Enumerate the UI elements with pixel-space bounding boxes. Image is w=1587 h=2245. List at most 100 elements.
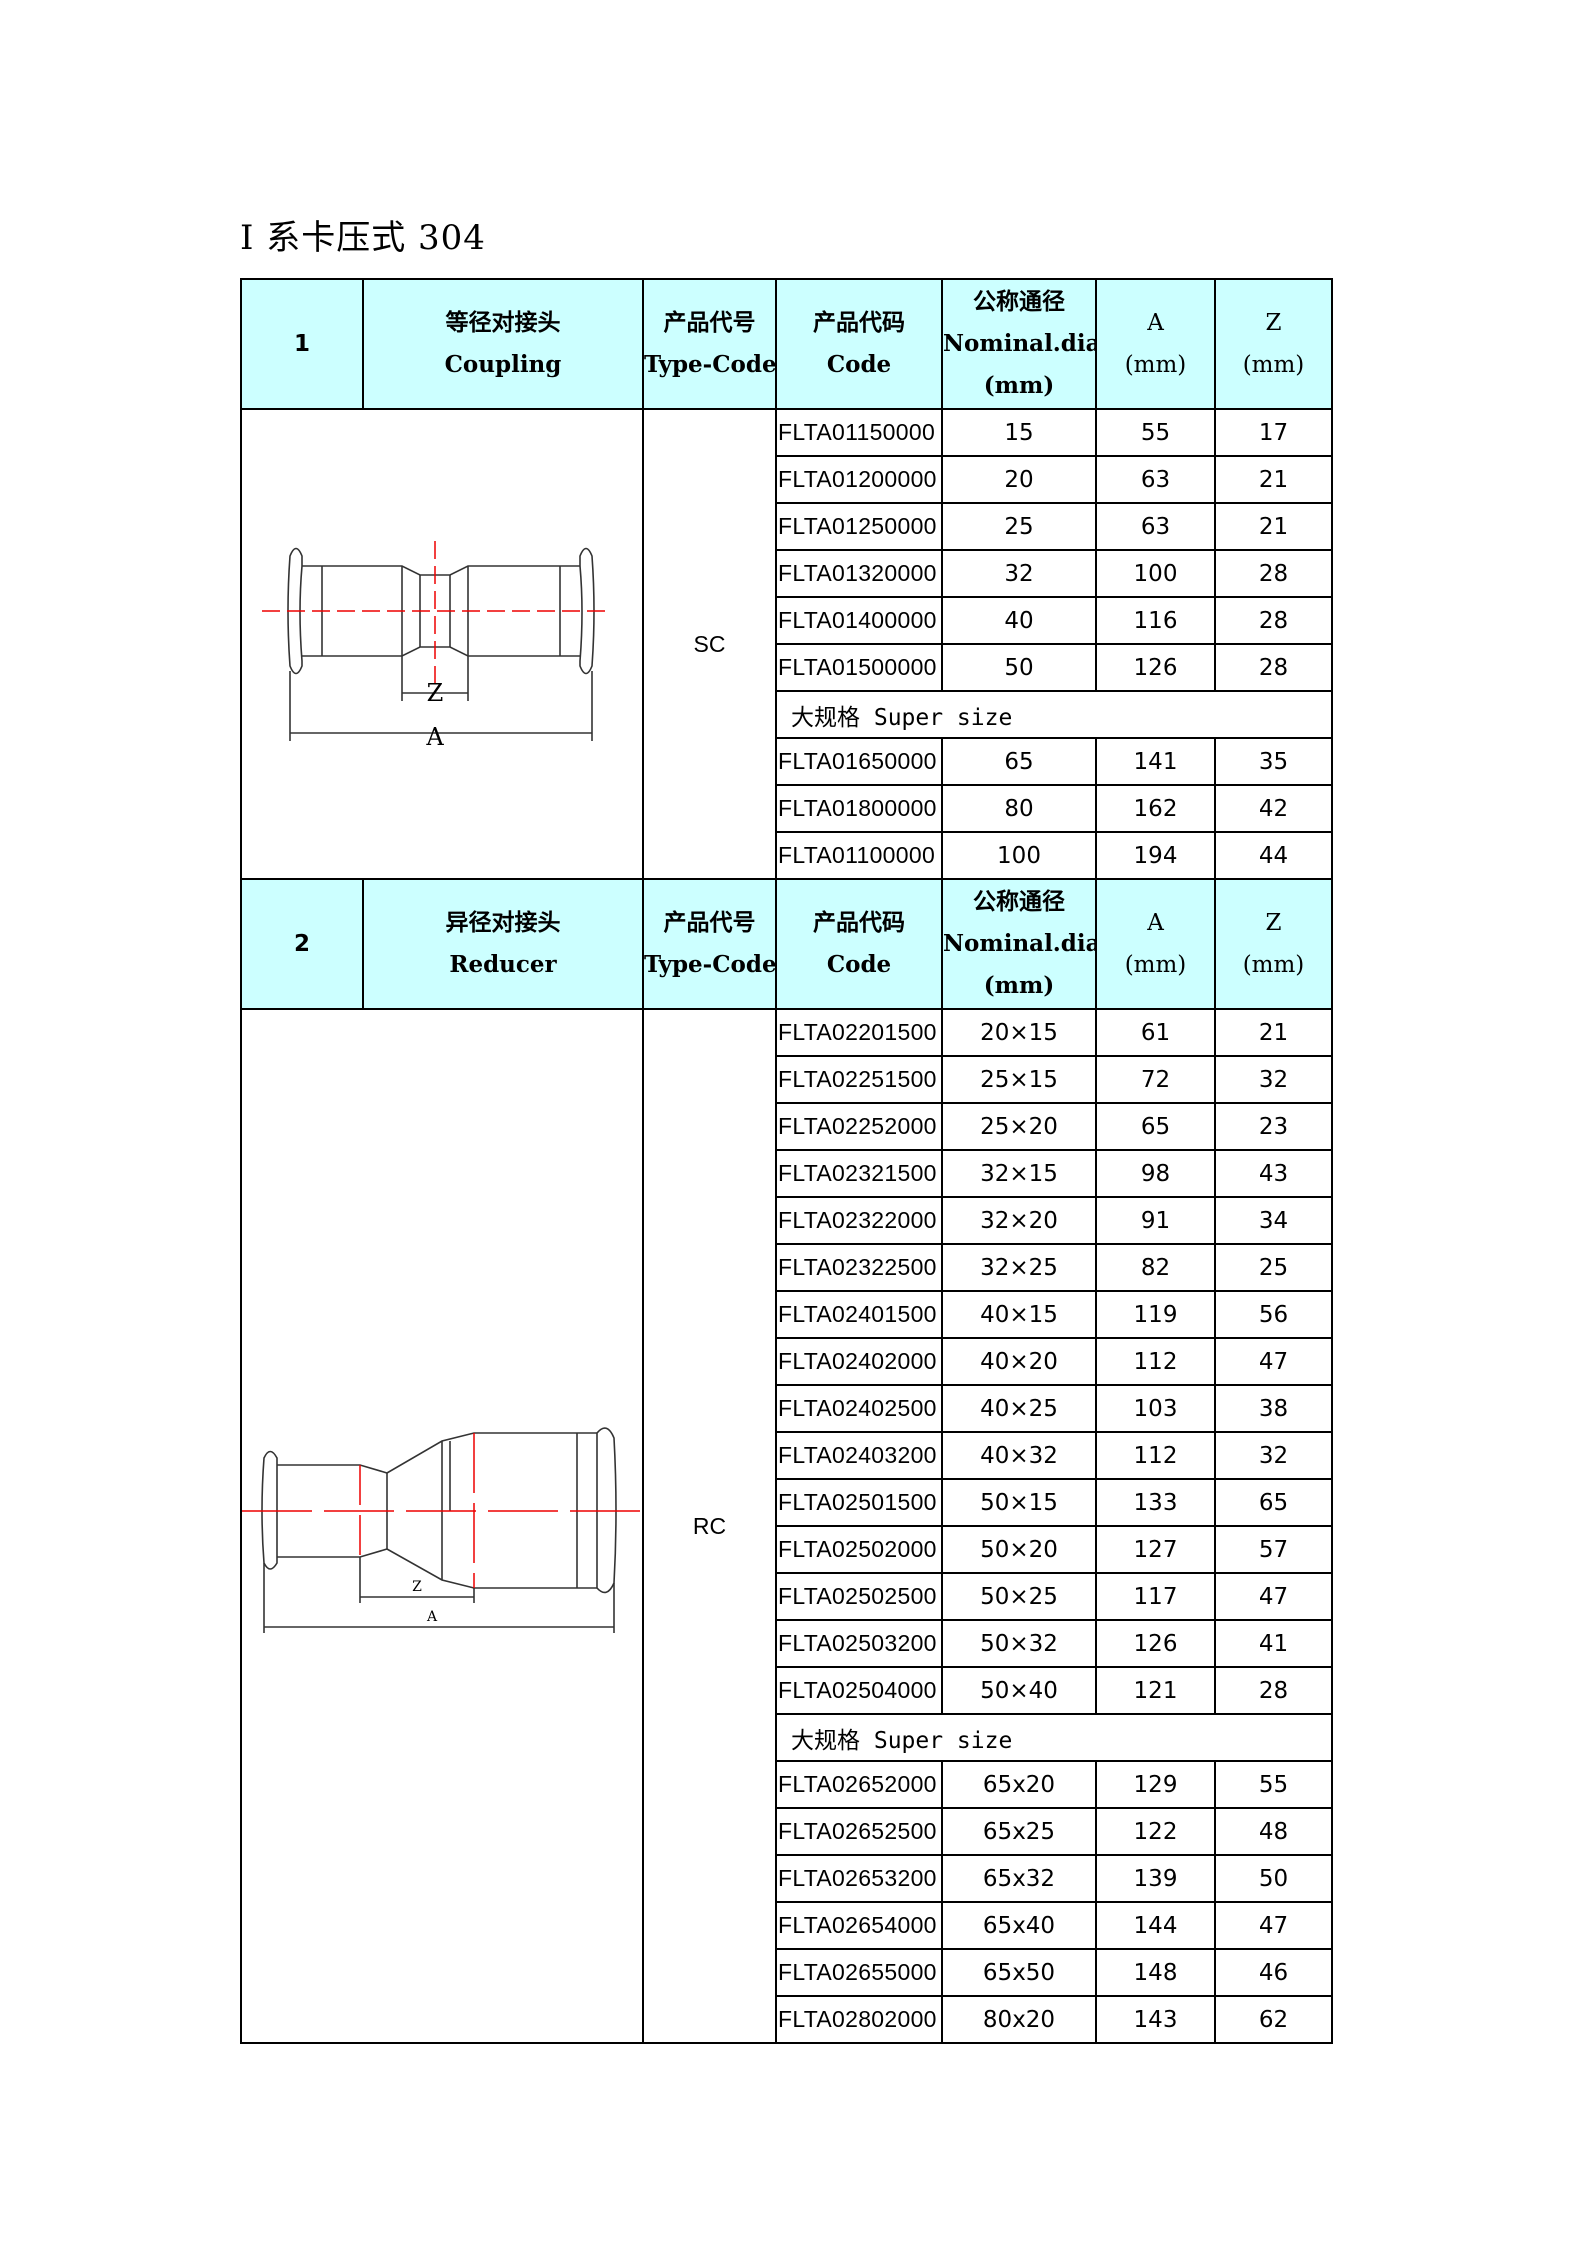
dimension-z: 38 [1214, 1384, 1333, 1433]
nominal-dia: 80 [941, 784, 1097, 833]
nominal-header: 公称通径 Nominal.dia (mm) [941, 278, 1097, 410]
z-header-unit: (mm) [1242, 952, 1305, 978]
coupling-drawing-icon: Z A [262, 541, 612, 751]
dimension-a: 112 [1095, 1431, 1216, 1480]
table-row: FLTA02502500 50×25 117 47 [241, 1572, 1333, 1621]
dimension-a: 61 [1095, 1008, 1216, 1057]
nominal-header-cn: 公称通径 [973, 888, 1065, 915]
dimension-a: 144 [1095, 1901, 1216, 1950]
dimension-z: 46 [1214, 1948, 1333, 1997]
table-row: FLTA01500000 50 126 28 [241, 643, 1333, 692]
table-row: FLTA01800000 80 162 42 [241, 784, 1333, 833]
table-row: 大规格 Super size [241, 1713, 1333, 1762]
product-name-cn: 等径对接头 [445, 309, 561, 336]
table-row: FLTA02402000 40×20 112 47 [241, 1337, 1333, 1386]
dimension-a: 98 [1095, 1149, 1216, 1198]
dimension-a: 119 [1095, 1290, 1216, 1339]
dimension-a: 126 [1095, 1619, 1216, 1668]
nominal-header-unit: (mm) [983, 972, 1055, 999]
table-row: Z A SC FLTA01150000 15 55 17 [240, 408, 1333, 880]
section-number: 2 [240, 878, 364, 1010]
nominal-header-en: Nominal.dia [943, 930, 1096, 957]
type-code-header: 产品代号 Type-Code [642, 878, 777, 1010]
code-header: 产品代码 Code [775, 278, 943, 410]
dimension-a: 63 [1095, 455, 1216, 504]
table-row: FLTA02504000 50×40 121 28 [241, 1666, 1333, 1715]
code-header-en: Code [826, 951, 892, 978]
table-row: FLTA02322000 32×20 91 34 [241, 1196, 1333, 1245]
dimension-z: 17 [1214, 408, 1333, 457]
dimension-a: 162 [1095, 784, 1216, 833]
table-row: FLTA01400000 40 116 28 [241, 596, 1333, 645]
nominal-dia: 25×15 [941, 1055, 1097, 1104]
z-label: Z [412, 1579, 422, 1595]
nominal-dia: 32×25 [941, 1243, 1097, 1292]
nominal-dia: 40 [941, 596, 1097, 645]
nominal-dia: 32 [941, 549, 1097, 598]
table-row: FLTA02503200 50×32 126 41 [241, 1619, 1333, 1668]
dimension-z: 28 [1214, 596, 1333, 645]
super-size-label: 大规格 Super size [775, 690, 1333, 739]
dimension-z: 65 [1214, 1478, 1333, 1527]
dimension-a: 117 [1095, 1572, 1216, 1621]
product-code: FLTA02403200 [775, 1431, 943, 1480]
nominal-dia: 65x32 [941, 1854, 1097, 1903]
dimension-z: 21 [1214, 455, 1333, 504]
nominal-dia: 40×20 [941, 1337, 1097, 1386]
nominal-dia: 32×15 [941, 1149, 1097, 1198]
dimension-a: 100 [1095, 549, 1216, 598]
nominal-dia: 65x40 [941, 1901, 1097, 1950]
nominal-dia: 20 [941, 455, 1097, 504]
dimension-z: 62 [1214, 1995, 1333, 2044]
product-code: FLTA02201500 [775, 1008, 943, 1057]
code-header-cn: 产品代码 [813, 909, 905, 936]
z-label: Z [427, 679, 444, 707]
product-code: FLTA02504000 [775, 1666, 943, 1715]
table-row: FLTA02653200 65x32 139 50 [241, 1854, 1333, 1903]
table-row: 大规格 Super size [241, 690, 1333, 739]
nominal-dia: 25 [941, 502, 1097, 551]
code-header-en: Code [826, 351, 892, 378]
dimension-z: 57 [1214, 1525, 1333, 1574]
dimension-a: 103 [1095, 1384, 1216, 1433]
dimension-a: 55 [1095, 408, 1216, 457]
product-name-cn: 异径对接头 [445, 909, 561, 936]
dimension-z: 50 [1214, 1854, 1333, 1903]
product-code: FLTA01150000 [775, 408, 943, 457]
table-row: FLTA02251500 25×15 72 32 [241, 1055, 1333, 1104]
table-row: FLTA02655000 65x50 148 46 [241, 1948, 1333, 1997]
z-header-unit: (mm) [1242, 352, 1305, 378]
table-row: FLTA01250000 25 63 21 [241, 502, 1333, 551]
dimension-a: 116 [1095, 596, 1216, 645]
product-code: FLTA01650000 [775, 737, 943, 786]
product-code: FLTA02655000 [775, 1948, 943, 1997]
dimension-a: 72 [1095, 1055, 1216, 1104]
product-name: 等径对接头 Coupling [362, 278, 644, 410]
type-code: SC [642, 408, 777, 880]
table-row: FLTA02322500 32×25 82 25 [241, 1243, 1333, 1292]
dimension-z: 41 [1214, 1619, 1333, 1668]
a-label: A [426, 1609, 438, 1625]
product-code: FLTA02501500 [775, 1478, 943, 1527]
nominal-dia: 50 [941, 643, 1097, 692]
product-code: FLTA02252000 [775, 1102, 943, 1151]
dimension-a: 141 [1095, 737, 1216, 786]
dimension-a: 194 [1095, 831, 1216, 880]
page-title: I 系卡压式 304 [240, 218, 486, 258]
product-code: FLTA02503200 [775, 1619, 943, 1668]
nominal-dia: 40×15 [941, 1290, 1097, 1339]
table-row: FLTA02652500 65x25 122 48 [241, 1807, 1333, 1856]
table-row: FLTA01200000 20 63 21 [241, 455, 1333, 504]
product-code: FLTA02802000 [775, 1995, 943, 2044]
table-row: FLTA02802000 80x20 143 62 [241, 1995, 1333, 2044]
table-row: FLTA01100000 100 194 44 [241, 831, 1333, 880]
nominal-dia: 65x25 [941, 1807, 1097, 1856]
table-row: FLTA02654000 65x40 144 47 [241, 1901, 1333, 1950]
nominal-dia: 50×32 [941, 1619, 1097, 1668]
code-header: 产品代码 Code [775, 878, 943, 1010]
product-code: FLTA01320000 [775, 549, 943, 598]
product-name: 异径对接头 Reducer [362, 878, 644, 1010]
nominal-dia: 20×15 [941, 1008, 1097, 1057]
product-code: FLTA02502500 [775, 1572, 943, 1621]
nominal-header-en: Nominal.dia [943, 330, 1096, 357]
